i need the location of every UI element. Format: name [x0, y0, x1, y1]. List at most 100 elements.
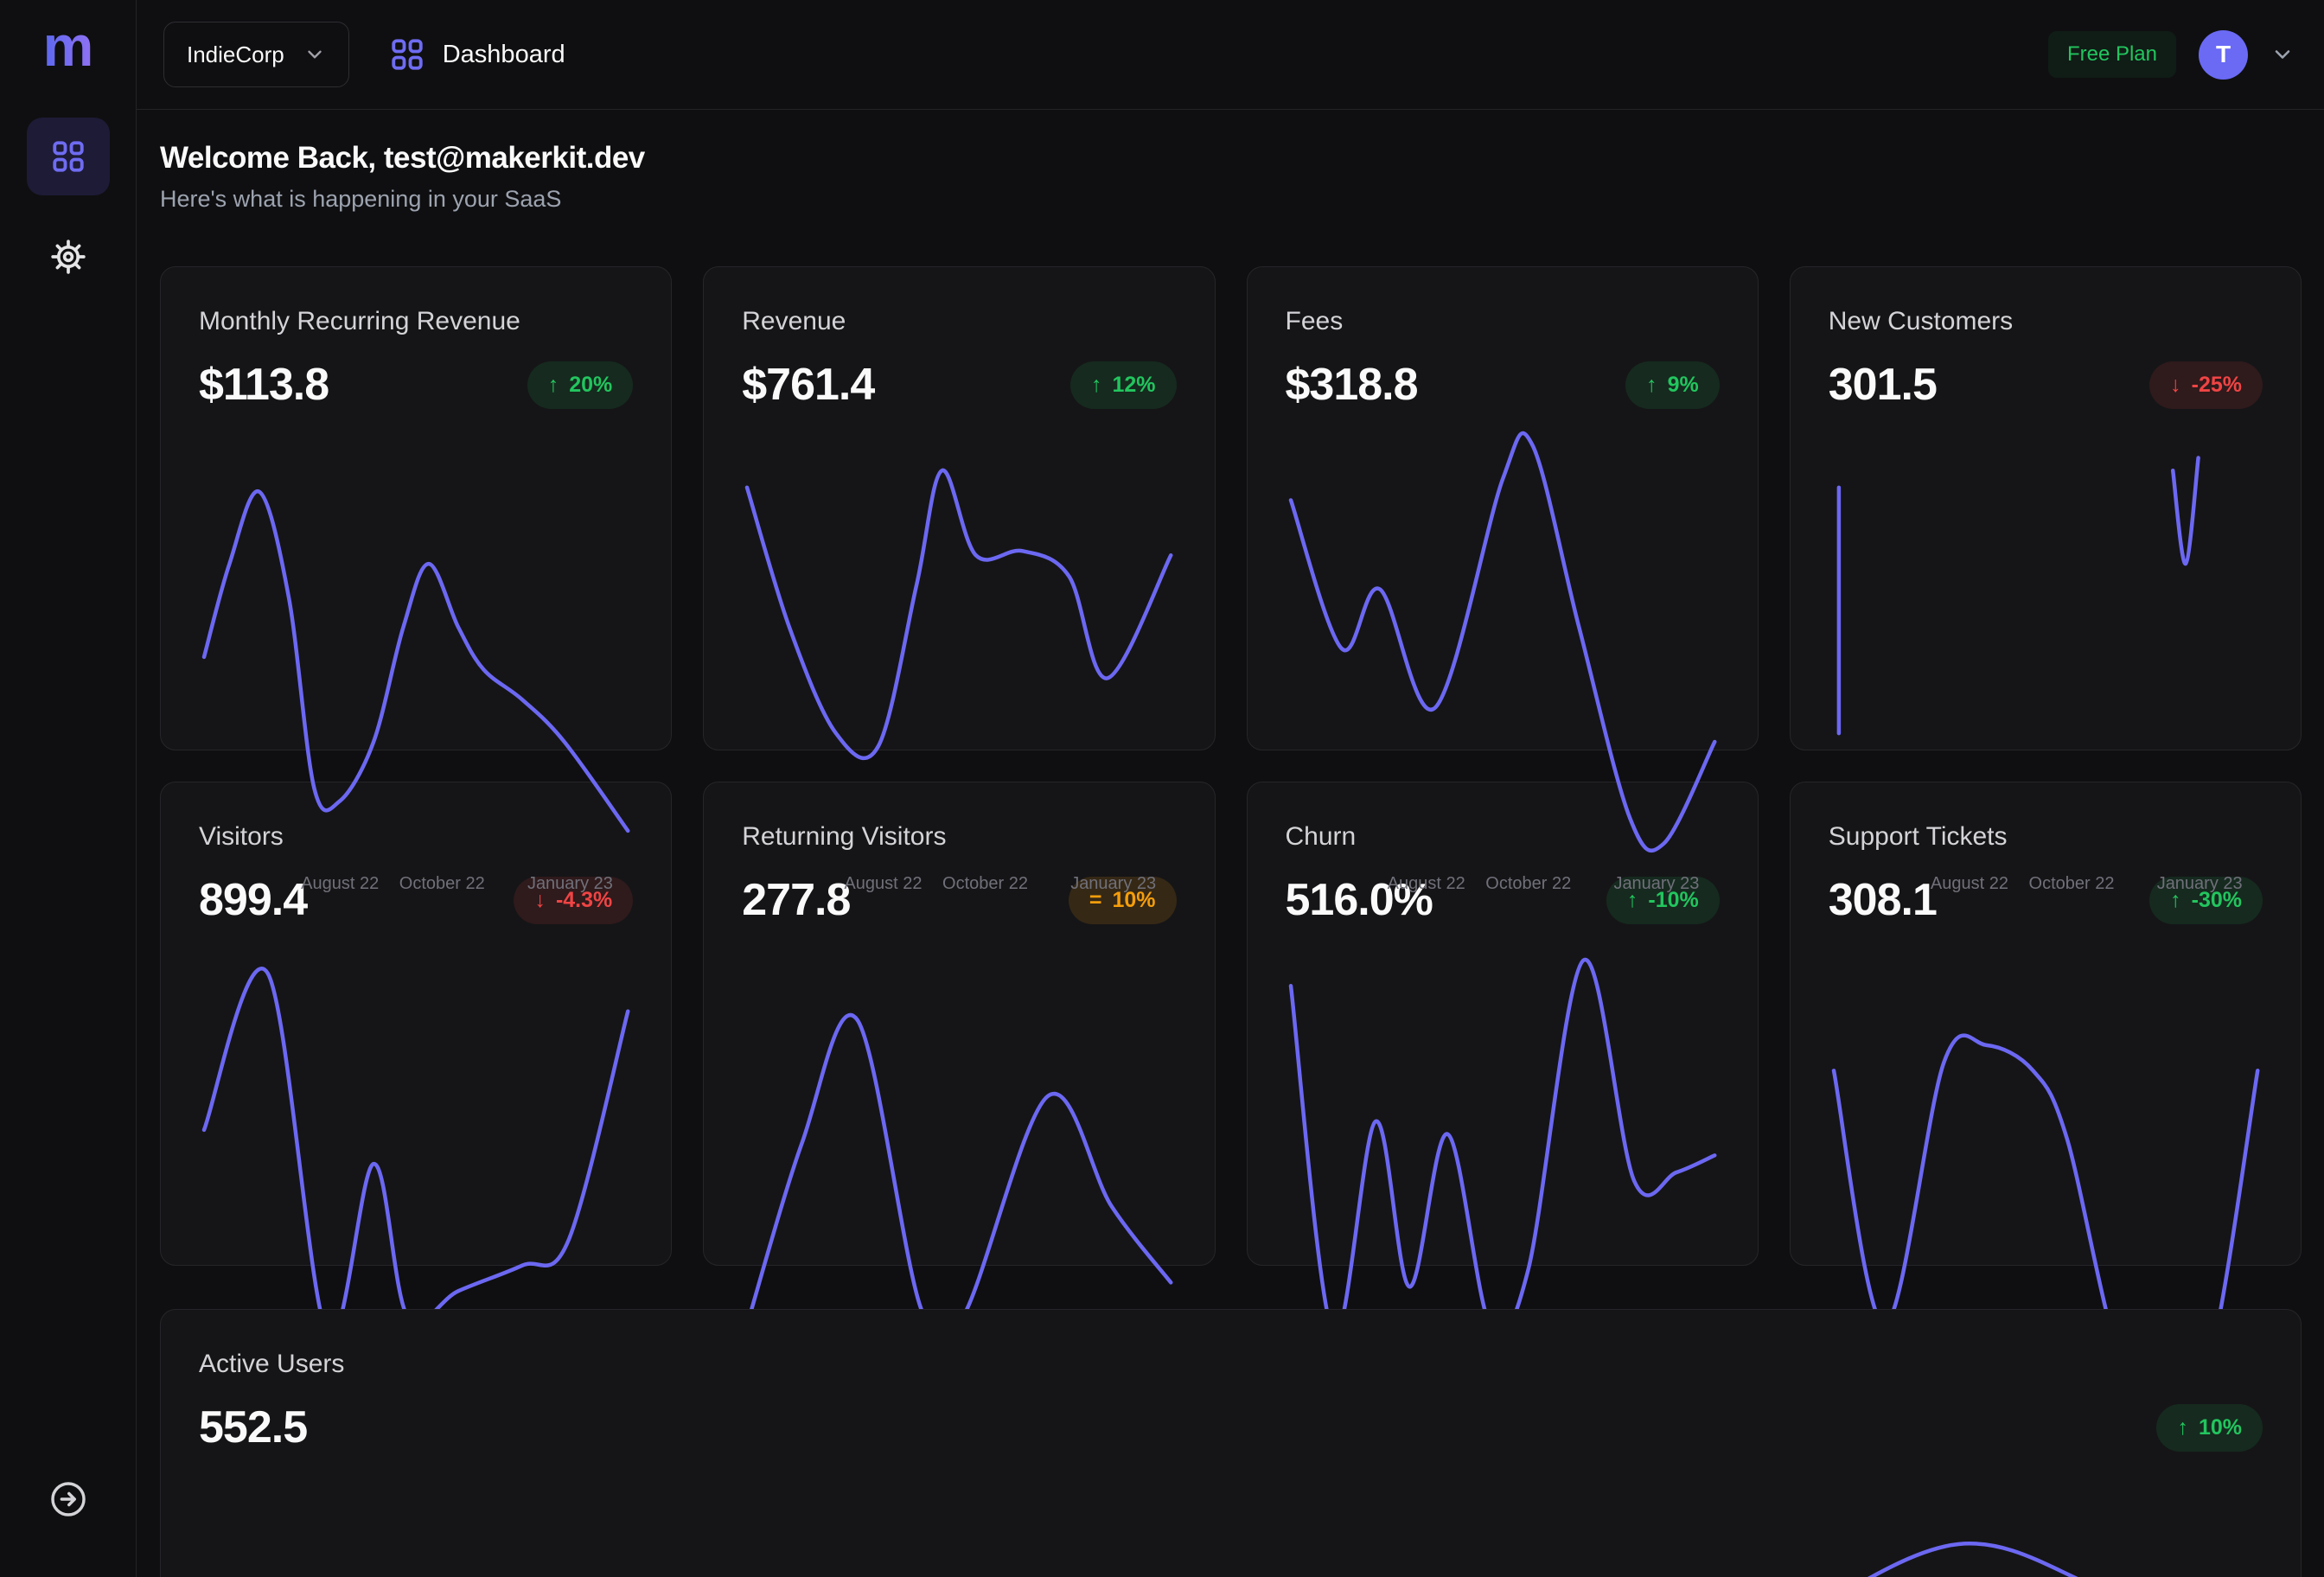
grid-icon [392, 39, 423, 70]
x-axis-labels: August 22 October 22 January 23 [1286, 874, 1720, 898]
trend-badge: ↓ -25% [2149, 361, 2263, 409]
axis-label: January 23 [2156, 874, 2243, 894]
card-value: $318.8 [1285, 360, 1419, 410]
axis-label: January 23 [527, 874, 613, 894]
card-value: $113.8 [199, 360, 329, 410]
trend-up-icon: ↑ [1646, 372, 1657, 397]
axis-label: October 22 [2028, 874, 2115, 894]
trend-label: -25% [2191, 372, 2242, 397]
trend-up-icon: ↑ [2177, 1414, 2188, 1440]
sparkline-chart [204, 437, 628, 860]
x-axis-labels: August 22 October 22 January 23 [199, 874, 633, 898]
trend-label: 10% [2198, 1414, 2242, 1440]
sparkline-chart [1291, 952, 1714, 1376]
trend-label: 20% [569, 372, 613, 397]
chevron-down-icon[interactable] [2270, 42, 2295, 67]
expand-sidebar-button[interactable] [48, 1479, 88, 1523]
makerkit-logo: m [42, 16, 93, 78]
dashboard-content: Welcome Back, test@makerkit.dev Here's w… [137, 110, 2324, 1577]
sparkline-chart [1834, 437, 2257, 860]
welcome-subtitle: Here's what is happening in your SaaS [160, 186, 562, 212]
active-users-chart [161, 1516, 2301, 1577]
team-selector-button[interactable]: IndieCorp [163, 22, 349, 87]
topbar: IndieCorp Dashboard Free Plan T [137, 0, 2324, 110]
x-axis-labels: August 22 October 22 January 23 [742, 874, 1176, 898]
trend-badge: ↑ -30% [2149, 876, 2263, 924]
grid-icon [52, 141, 84, 172]
svg-text:m: m [42, 16, 93, 78]
axis-label: October 22 [399, 874, 485, 894]
breadcrumb-dashboard[interactable]: Dashboard [389, 36, 565, 73]
axis-label: August 22 [301, 874, 380, 894]
metric-card-revenue: Revenue $761.4 ↑ 12% August 22 October 2… [703, 266, 1215, 750]
sparkline-chart [1291, 437, 1714, 860]
axis-label: October 22 [1485, 874, 1572, 894]
trend-label: -10% [1648, 887, 1699, 912]
trend-badge: ↑ -10% [1606, 876, 1720, 924]
gear-icon [50, 239, 86, 274]
metric-card-visitors: Visitors 899.4 ↓ -4.3% August 22 October… [160, 782, 672, 1266]
chevron-down-icon [308, 50, 322, 59]
card-value: 308.1 [1828, 875, 1938, 925]
trend-down-icon: ↓ [534, 887, 546, 912]
welcome-heading: Welcome Back, test@makerkit.dev [160, 141, 645, 175]
main-area: IndieCorp Dashboard Free Plan T [137, 0, 2324, 1577]
trend-up-icon: ↑ [1090, 372, 1102, 397]
card-value: $761.4 [742, 360, 875, 410]
trend-badge: ↓ -4.3% [514, 876, 634, 924]
axis-label: August 22 [844, 874, 923, 894]
trend-label: 9% [1667, 372, 1699, 397]
trend-label: -4.3% [555, 887, 613, 912]
sidebar-item-dashboard[interactable] [26, 118, 110, 195]
sidebar-item-settings[interactable] [27, 227, 110, 287]
card-title: Returning Visitors [742, 822, 947, 851]
plan-badge[interactable]: Free Plan [2047, 31, 2176, 78]
metric-card-new-customers: New Customers 301.5 ↓ -25% August 22 Oct… [1790, 266, 2302, 750]
trend-flat-icon: = [1089, 887, 1102, 912]
topbar-right: Free Plan T [2047, 29, 2295, 80]
trend-badge: ↑ 12% [1069, 361, 1177, 409]
card-value: 899.4 [199, 875, 308, 925]
x-axis-labels: August 22 October 22 January 23 [1829, 874, 2263, 898]
trend-badge: = 10% [1068, 876, 1177, 924]
metric-card-churn: Churn 516.0% ↑ -10% August 22 October 22 [1247, 782, 1759, 1266]
team-selector-label: IndieCorp [187, 41, 284, 67]
axis-label: October 22 [942, 874, 1028, 894]
axis-label: August 22 [1930, 874, 2009, 894]
card-value: 301.5 [1828, 360, 1938, 410]
metric-card-monthly-recurring-revenue: Monthly Recurring Revenue $113.8 ↑ 20% A… [160, 266, 672, 750]
arrow-right-circle-icon [50, 1482, 86, 1516]
card-title: Active Users [199, 1350, 345, 1378]
card-value: 552.5 [199, 1402, 308, 1452]
card-title: Churn [1285, 822, 1357, 851]
trend-badge: ↑ 10% [2156, 1403, 2263, 1452]
trend-badge: ↑ 20% [527, 361, 634, 409]
metric-card-active-users: Active Users 552.5 ↑ 10% [160, 1309, 2302, 1577]
axis-label: January 23 [1613, 874, 1700, 894]
trend-label: 12% [1112, 372, 1156, 397]
trend-up-icon: ↑ [2170, 887, 2181, 912]
axis-label: August 22 [1387, 874, 1465, 894]
trend-up-icon: ↑ [547, 372, 559, 397]
card-title: Visitors [199, 822, 284, 851]
card-title: Fees [1285, 307, 1344, 335]
trend-badge: ↑ 9% [1625, 361, 1720, 409]
trend-down-icon: ↓ [2170, 372, 2181, 397]
sparkline-chart [747, 437, 1171, 860]
trend-label: -30% [2191, 887, 2242, 912]
trend-label: 10% [1112, 887, 1156, 912]
card-title: New Customers [1828, 307, 2014, 335]
axis-label: January 23 [1070, 874, 1157, 894]
trend-up-icon: ↑ [1626, 887, 1638, 912]
card-title: Revenue [742, 307, 846, 335]
sidebar: m [0, 0, 137, 1577]
avatar[interactable]: T [2199, 29, 2248, 80]
card-value: 516.0% [1285, 875, 1433, 925]
metrics-grid: Monthly Recurring Revenue $113.8 ↑ 20% A… [160, 266, 2302, 1266]
avatar-letter: T [2215, 41, 2231, 67]
card-title: Support Tickets [1828, 822, 2008, 851]
page-title: Dashboard [442, 40, 565, 68]
sparkline-chart [204, 952, 628, 1376]
card-value: 277.8 [742, 875, 851, 925]
